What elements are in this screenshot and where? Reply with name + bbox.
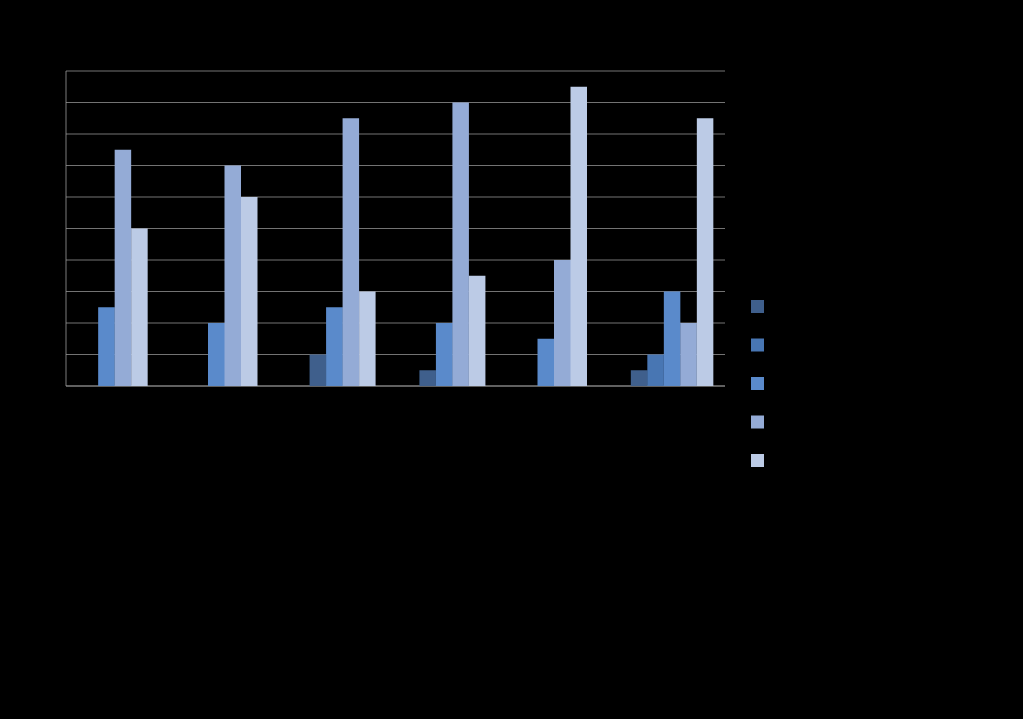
bar-series-2-group-6 [647,354,664,386]
legend-swatch-series-4 [751,415,764,429]
legend-swatch-series-1 [751,300,764,313]
bar-series-3-group-2 [208,323,225,386]
gridlines [65,70,725,387]
bar-series-5-group-2 [241,197,258,386]
bar-series-3-group-4 [435,323,453,386]
bar-series-4-group-2 [224,165,241,386]
legend-swatch-series-5 [751,454,764,467]
bar-series-5-group-6 [696,118,714,386]
bar-series-5-group-1 [131,228,148,386]
bar-series-1-group-3 [309,354,327,386]
bar-series-4-group-3 [342,118,360,386]
bar-series-3-group-1 [98,307,115,386]
bar-series-5-group-3 [359,291,376,386]
bar-series-4-group-5 [554,260,571,386]
legend [751,300,764,467]
legend-swatch-series-2 [751,338,764,352]
bar-series-4-group-6 [680,323,697,386]
bar-series-4-group-1 [114,149,132,386]
bar-series-5-group-4 [468,275,486,386]
bar-series-4-group-4 [452,102,469,386]
bar-series-1-group-4 [419,370,436,386]
bar-series-1-group-6 [630,370,648,386]
legend-swatch-series-3 [751,377,764,390]
bar-series-5-group-5 [570,86,587,386]
bar-series-3-group-6 [663,291,681,386]
bar-series-3-group-5 [537,338,554,386]
bar-series-3-group-3 [326,307,343,386]
bars [98,86,714,386]
